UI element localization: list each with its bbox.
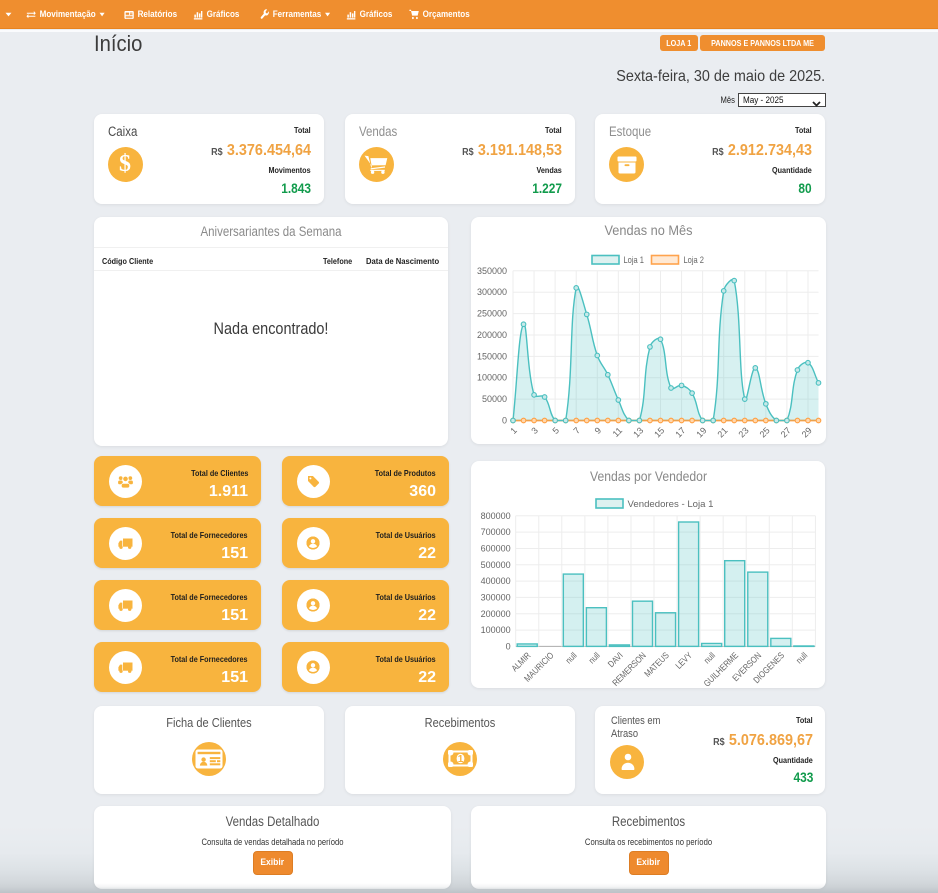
svg-text:400000: 400000 (481, 576, 511, 586)
svg-text:300000: 300000 (477, 287, 507, 297)
svg-text:500000: 500000 (481, 560, 511, 570)
svg-text:MATEUS: MATEUS (642, 650, 671, 679)
svg-text:27: 27 (779, 425, 793, 439)
svg-text:700000: 700000 (481, 527, 511, 537)
svg-text:Loja 2: Loja 2 (684, 255, 705, 266)
svg-text:50000: 50000 (482, 394, 507, 404)
svg-text:29: 29 (800, 425, 814, 439)
svg-text:null: null (794, 650, 809, 665)
svg-text:200000: 200000 (481, 609, 511, 619)
svg-text:0: 0 (502, 416, 507, 426)
svg-text:5: 5 (550, 425, 561, 436)
svg-text:200000: 200000 (477, 330, 507, 340)
svg-text:17: 17 (673, 425, 687, 439)
svg-text:7: 7 (572, 425, 583, 436)
svg-text:null: null (563, 650, 578, 665)
svg-text:100000: 100000 (481, 625, 511, 635)
svg-text:250000: 250000 (477, 309, 507, 319)
svg-text:21: 21 (715, 425, 729, 439)
svg-text:25: 25 (758, 425, 772, 439)
svg-text:Vendedores - Loja 1: Vendedores - Loja 1 (628, 499, 714, 510)
svg-text:1: 1 (508, 425, 519, 436)
svg-text:100000: 100000 (477, 373, 507, 383)
svg-text:11: 11 (611, 425, 625, 439)
svg-text:9: 9 (593, 425, 604, 436)
svg-text:300000: 300000 (481, 592, 511, 602)
svg-text:null: null (587, 650, 602, 665)
svg-text:DAVI: DAVI (606, 650, 625, 669)
svg-text:150000: 150000 (477, 351, 507, 361)
svg-text:1: 1 (457, 754, 463, 765)
svg-text:Vendas no Mês: Vendas no Mês (605, 223, 693, 238)
svg-text:19: 19 (694, 425, 708, 439)
svg-text:13: 13 (631, 425, 645, 439)
svg-text:350000: 350000 (477, 266, 507, 276)
svg-text:null: null (702, 650, 717, 665)
svg-text:600000: 600000 (481, 543, 511, 553)
svg-text:LEVY: LEVY (673, 650, 694, 671)
svg-text:Vendas por Vendedor: Vendas por Vendedor (590, 469, 707, 484)
svg-text:800000: 800000 (481, 511, 511, 521)
svg-text:0: 0 (506, 641, 511, 651)
svg-text:15: 15 (652, 425, 666, 439)
svg-text:23: 23 (737, 425, 751, 439)
svg-text:3: 3 (529, 425, 540, 436)
svg-text:Loja 1: Loja 1 (624, 255, 645, 266)
